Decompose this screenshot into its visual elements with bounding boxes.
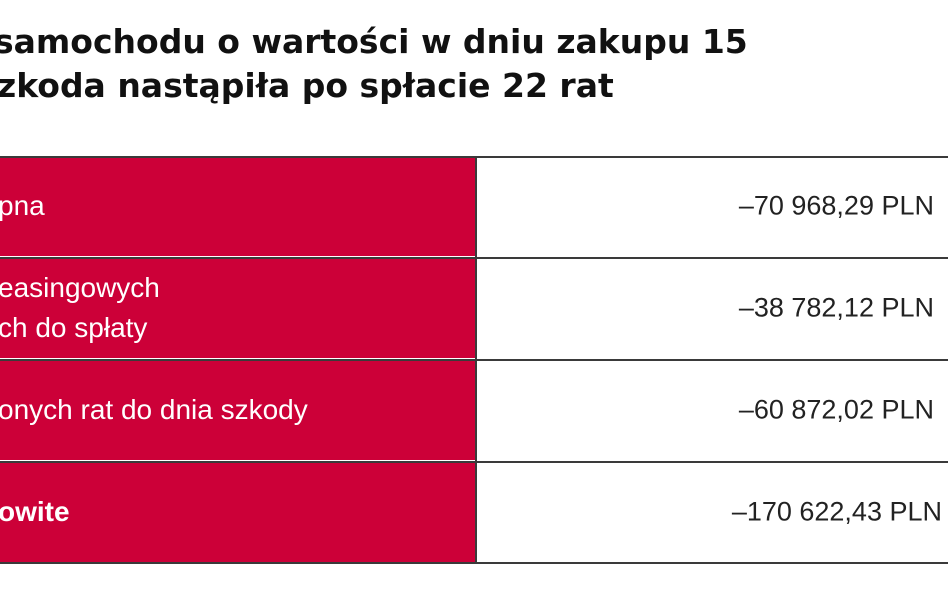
title-line-2: zkoda nastąpiła po spłacie 22 rat [0, 66, 614, 105]
row-divider [0, 562, 948, 564]
title-line-1: samochodu o wartości w dniu zakupu 15 [0, 22, 748, 61]
row-label-cell: owite [0, 462, 476, 562]
row-value: –38 782,12 PLN [738, 292, 934, 323]
table-title: samochodu o wartości w dniu zakupu 15 zk… [0, 20, 948, 130]
row-divider [0, 359, 948, 361]
row-value-cell: –70 968,29 PLN [476, 156, 948, 256]
row-divider [0, 461, 948, 463]
row-label: onych rat do dnia szkody [0, 394, 308, 425]
table-row-total: owite –170 622,43 PLN [0, 462, 948, 562]
row-label: easingowych ch do spłaty [0, 272, 160, 343]
row-divider [0, 257, 948, 259]
table-row: pna –70 968,29 PLN [0, 156, 948, 256]
cost-table: pna –70 968,29 PLN easingowych ch do spł… [0, 156, 948, 564]
row-label-cell: easingowych ch do spłaty [0, 258, 476, 358]
row-value-total: –170 622,43 PLN [731, 496, 942, 527]
table-row: onych rat do dnia szkody –60 872,02 PLN [0, 360, 948, 460]
row-label-total: owite [0, 496, 70, 527]
row-value-cell: –170 622,43 PLN [476, 462, 948, 562]
row-label-cell: onych rat do dnia szkody [0, 360, 476, 460]
table-row: easingowych ch do spłaty –38 782,12 PLN [0, 258, 948, 358]
row-value-cell: –60 872,02 PLN [476, 360, 948, 460]
column-divider [475, 156, 477, 564]
row-label: pna [0, 190, 45, 221]
row-value: –70 968,29 PLN [738, 190, 934, 221]
row-label-cell: pna [0, 156, 476, 256]
row-value: –60 872,02 PLN [738, 394, 934, 425]
row-divider [0, 156, 948, 158]
row-value-cell: –38 782,12 PLN [476, 258, 948, 358]
